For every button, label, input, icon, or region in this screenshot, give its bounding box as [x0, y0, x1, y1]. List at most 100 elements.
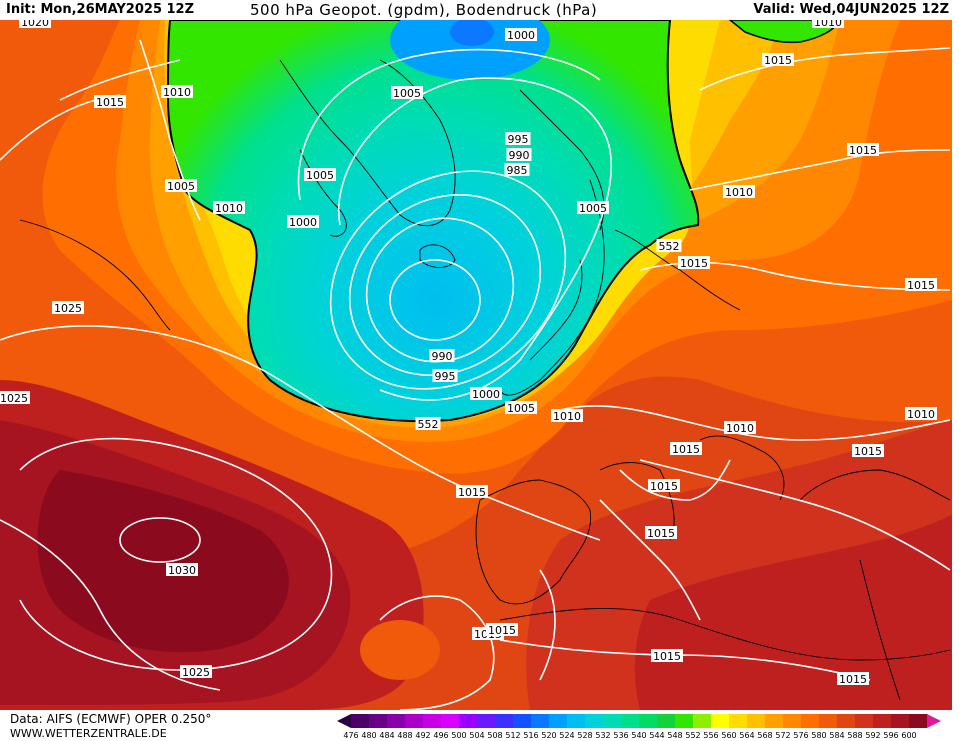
isobar-label: 1030: [168, 564, 196, 577]
colorbar-tick-label: 484: [379, 731, 394, 740]
isobar-label: 1000: [472, 388, 500, 401]
colorbar-segment: [873, 714, 891, 728]
colorbar-tick-label: 540: [631, 731, 646, 740]
isobar-label: 1015: [854, 445, 882, 458]
isobar-label-bg: [166, 563, 198, 576]
isobar-label-bg: [0, 391, 30, 404]
colorbar-segment: [657, 714, 675, 728]
colorbar-segment: [891, 714, 909, 728]
colorbar-tick-label: 500: [451, 731, 466, 740]
weather-map: 1020 1015 1010 1005 1010 1025 1025 1030 1025 1005…: [0, 20, 952, 710]
colorbar-tick-label: 532: [595, 731, 610, 740]
isobar-label: 990: [509, 149, 530, 162]
isobar-label-bg: [19, 20, 51, 28]
colorbar-segment: [405, 714, 423, 728]
isobar-label-bg: [847, 143, 879, 156]
isobar-label: 1015: [650, 480, 678, 493]
isobar-label: 1015: [458, 486, 486, 499]
colorbar-low-arrow: [337, 714, 351, 728]
isobar-label-bg: [165, 179, 197, 192]
colorbar-tick-label: 592: [865, 731, 880, 740]
colorbar-tick-label: 488: [397, 731, 412, 740]
isobar-label: 1005: [167, 180, 195, 193]
colorbar-tick-label: 496: [433, 731, 448, 740]
colorbar-segment: [423, 714, 441, 728]
isobar-labels: 1020 1015 1010 1005 1010 1025 1025 1030 1025 1005…: [0, 20, 937, 686]
colorbar-segment: [639, 714, 657, 728]
colorbar-tick-label: 556: [703, 731, 718, 740]
isobar-label: 1015: [647, 527, 675, 540]
colorbar-tick-label: 548: [667, 731, 682, 740]
colorbar-segment: [477, 714, 495, 728]
colorbar-segment: [801, 714, 819, 728]
isobar-label-bg: [304, 168, 336, 181]
colorbar-segment: [819, 714, 837, 728]
isobar-label-bg: [287, 215, 319, 228]
colorbar-segment: [459, 714, 477, 728]
isobar-label: 1010: [725, 186, 753, 199]
isobar-label: 1005: [306, 169, 334, 182]
isobar-label-bg: [645, 526, 677, 539]
isobar-label: 995: [508, 133, 529, 146]
isobar-label: 1025: [0, 392, 28, 405]
colorbar-tick-label: 588: [847, 731, 862, 740]
colorbar-tick-label: 528: [577, 731, 592, 740]
isobar-label-bg: [723, 185, 755, 198]
isobar-label-bg: [505, 401, 537, 414]
isobar-label-bg: [670, 442, 702, 455]
isobar-label-bg: [577, 201, 609, 214]
colorbar-tick-label: 536: [613, 731, 628, 740]
colorbar-segment: [693, 714, 711, 728]
isobar-label: 1005: [579, 202, 607, 215]
colorbar-segment: [729, 714, 747, 728]
map-title: 500 hPa Geopot. (gpdm), Bodendruck (hPa): [250, 1, 598, 19]
colorbar-tick-label: 544: [649, 731, 664, 740]
colorbar-tick-label: 596: [883, 731, 898, 740]
isobar-label: 1015: [488, 624, 516, 637]
colorbar-tick-label: 564: [739, 731, 754, 740]
colorbar-tick-label: 524: [559, 731, 574, 740]
isobar-label-bg: [161, 85, 193, 98]
colorbar-segment: [711, 714, 729, 728]
isobar-label-bg: [432, 369, 458, 382]
colorbar-segment: [531, 714, 549, 728]
isobar-label-bg: [837, 672, 869, 685]
footer-bar: Data: AIFS (ECMWF) OPER 0.250° WWW.WETTE…: [0, 710, 959, 741]
colorbar-segment: [909, 714, 927, 728]
isobar-label-bg: [506, 148, 532, 161]
isobar-label: 1015: [907, 279, 935, 292]
colorbar-high-arrow: [927, 714, 941, 728]
colorbar-tick-label: 580: [811, 731, 826, 740]
isobar-label-bg: [505, 28, 537, 41]
isobar-label: 1015: [653, 650, 681, 663]
isobar-label-bg: [651, 649, 683, 662]
isobar-label: 1010: [163, 86, 191, 99]
colorbar-tick-label: 476: [343, 731, 358, 740]
isobar-label: 552: [418, 418, 439, 431]
isobar-label: 1015: [764, 54, 792, 67]
isobar-label-bg: [470, 387, 502, 400]
isobar-label-bg: [648, 479, 680, 492]
isobar-label: 1005: [507, 402, 535, 415]
isobar-label-bg: [429, 349, 455, 362]
colorbar-segment: [387, 714, 405, 728]
colorbar-tick-label: 492: [415, 731, 430, 740]
isobar-label: 1015: [680, 257, 708, 270]
isobar-label: 990: [432, 350, 453, 363]
isobar-label-bg: [678, 256, 710, 269]
colorbar-tick-label: 568: [757, 731, 772, 740]
colorbar-segment: [603, 714, 621, 728]
isobar-label-bg: [456, 485, 488, 498]
isobar-label: 995: [435, 370, 456, 383]
website-link[interactable]: WWW.WETTERZENTRALE.DE: [10, 727, 167, 740]
isobar-label-bg: [415, 417, 441, 430]
isobar-label-bg: [486, 623, 518, 636]
isobar-label-bg: [505, 132, 531, 145]
colorbar-segment: [513, 714, 531, 728]
colorbar-segment: [621, 714, 639, 728]
isobar-label: 1025: [54, 302, 82, 315]
isobar-label: 1010: [907, 408, 935, 421]
isobar-label-bg: [391, 86, 423, 99]
colorbar-segment: [765, 714, 783, 728]
isobar-label-bg: [213, 201, 245, 214]
